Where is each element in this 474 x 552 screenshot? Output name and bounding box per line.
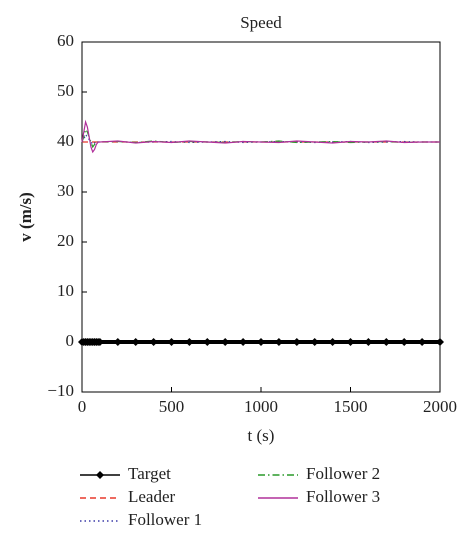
y-tick-label: 30 xyxy=(57,181,74,200)
legend-label: Target xyxy=(128,464,171,483)
y-tick-label: 50 xyxy=(57,81,74,100)
y-tick-label: −10 xyxy=(47,381,74,400)
marker xyxy=(113,338,122,346)
y-axis-label: v (m/s) xyxy=(16,192,35,242)
marker xyxy=(292,338,301,346)
x-tick-label: 2000 xyxy=(423,397,457,416)
x-tick-label: 500 xyxy=(159,397,185,416)
marker xyxy=(364,338,373,346)
marker xyxy=(436,338,444,346)
marker xyxy=(131,338,140,346)
y-tick-label: 40 xyxy=(57,131,74,150)
marker xyxy=(185,338,194,346)
series-line xyxy=(81,128,440,149)
marker xyxy=(203,338,212,346)
y-tick-label: 0 xyxy=(66,331,75,350)
chart-title: Speed xyxy=(240,13,282,32)
marker xyxy=(418,338,427,346)
marker xyxy=(221,338,230,346)
x-tick-label: 0 xyxy=(78,397,87,416)
x-tick-label: 1000 xyxy=(244,397,278,416)
marker xyxy=(310,338,319,346)
marker xyxy=(167,338,176,346)
y-tick-label: 10 xyxy=(57,281,74,300)
legend-label: Follower 1 xyxy=(128,510,202,529)
marker xyxy=(328,338,337,346)
marker xyxy=(239,338,248,346)
legend-label: Leader xyxy=(128,487,176,506)
y-tick-label: 20 xyxy=(57,231,74,250)
marker xyxy=(257,338,265,346)
marker xyxy=(400,338,409,346)
marker xyxy=(346,338,355,346)
marker xyxy=(149,338,158,346)
x-axis-label: t (s) xyxy=(248,426,275,445)
x-tick-label: 1500 xyxy=(334,397,368,416)
marker xyxy=(274,338,283,346)
y-tick-label: 60 xyxy=(57,31,74,50)
series-line xyxy=(81,119,440,154)
marker xyxy=(96,471,104,479)
legend-label: Follower 3 xyxy=(306,487,380,506)
legend-label: Follower 2 xyxy=(306,464,380,483)
marker xyxy=(382,338,391,346)
marker xyxy=(95,338,104,346)
